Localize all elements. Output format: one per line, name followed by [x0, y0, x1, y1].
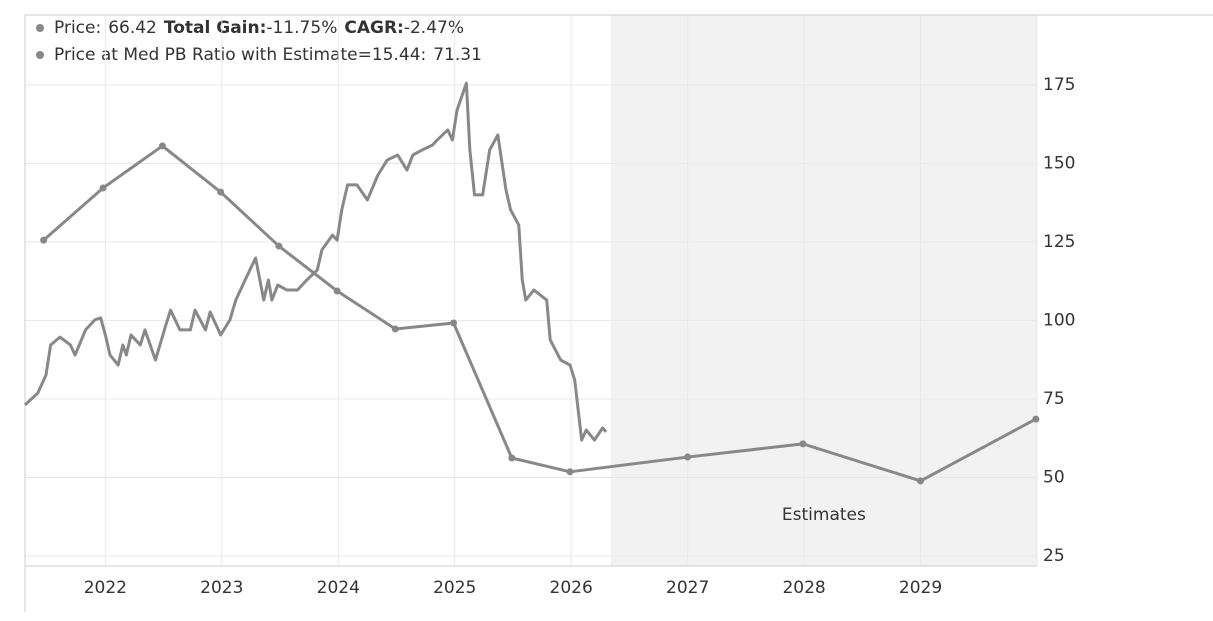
point — [1032, 415, 1040, 423]
point — [217, 188, 225, 196]
point — [917, 477, 925, 485]
estimate-region — [610, 15, 1037, 566]
series-line — [23, 81, 608, 442]
legend-text: 66.42 — [108, 18, 157, 38]
legend-marker — [36, 51, 44, 59]
point — [99, 184, 107, 192]
x-tick-label: 2022 — [84, 578, 127, 598]
point — [333, 287, 341, 295]
x-tick-label: 2027 — [666, 578, 709, 598]
y-tick-label: 175 — [1043, 75, 1075, 95]
point — [508, 454, 516, 462]
point — [40, 236, 48, 244]
point — [391, 325, 399, 333]
point — [450, 319, 458, 327]
legend-text: 71.31 — [433, 45, 482, 65]
series-line — [42, 144, 1037, 483]
x-tick-label: 2023 — [200, 578, 243, 598]
legend-text: -2.47% — [404, 18, 464, 38]
point — [684, 453, 692, 461]
point — [799, 440, 807, 448]
y-tick-label: 75 — [1043, 389, 1065, 409]
y-tick-label: 25 — [1043, 546, 1065, 566]
y-tick-label: 100 — [1043, 310, 1075, 330]
legend-text: Price at Med PB Ratio with Estimate=15.4… — [54, 45, 426, 65]
legend-text: Price: — [54, 18, 101, 38]
legend-marker — [36, 24, 44, 32]
legend-text: -11.75% — [266, 18, 337, 38]
point — [566, 468, 574, 476]
y-tick-label: 50 — [1043, 467, 1065, 487]
x-tick-label: 2025 — [433, 578, 476, 598]
legend-text: Total Gain: — [164, 18, 267, 38]
point — [158, 142, 166, 150]
estimates-label: Estimates — [782, 505, 866, 525]
x-tick-label: 2028 — [782, 578, 825, 598]
legend-entry: Price: 66.42 Total Gain:-11.75% CAGR:-2.47% — [54, 18, 464, 38]
legend-text: CAGR: — [344, 18, 403, 38]
x-tick-label: 2026 — [550, 578, 593, 598]
legend-entry: Price at Med PB Ratio with Estimate=15.4… — [54, 45, 482, 65]
y-tick-label: 150 — [1043, 154, 1075, 174]
x-tick-label: 2024 — [317, 578, 360, 598]
point — [275, 242, 283, 250]
x-tick-label: 2029 — [899, 578, 942, 598]
y-tick-label: 125 — [1043, 232, 1075, 252]
